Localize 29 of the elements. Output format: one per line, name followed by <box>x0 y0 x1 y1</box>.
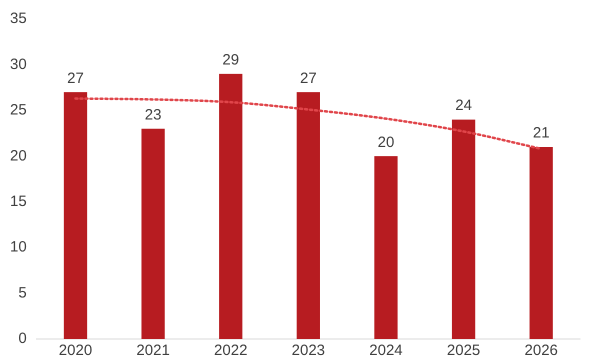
y-tick-label: 10 <box>10 238 27 256</box>
bar <box>452 120 476 339</box>
data-label: 20 <box>378 134 394 151</box>
x-tick-label: 2023 <box>292 342 326 360</box>
data-label: 24 <box>455 97 472 114</box>
bar <box>219 74 242 339</box>
data-label: 29 <box>222 52 240 68</box>
data-label: 27 <box>300 70 317 87</box>
y-tick-label: 0 <box>18 330 27 348</box>
data-label: 23 <box>144 106 162 124</box>
bar <box>141 128 165 339</box>
y-tick-label: 5 <box>18 284 27 302</box>
x-tick-label: 2026 <box>524 342 558 360</box>
x-tick-label: 2022 <box>214 342 248 360</box>
data-label: 27 <box>67 70 84 87</box>
y-tick-label: 15 <box>10 193 27 210</box>
y-tick-label: 20 <box>10 147 27 164</box>
x-tick-label: 2020 <box>58 342 92 360</box>
bar <box>530 147 553 339</box>
y-tick-label: 25 <box>10 102 27 119</box>
bar <box>64 92 88 339</box>
data-label: 21 <box>532 124 550 142</box>
bar <box>374 156 398 339</box>
bar <box>296 92 320 339</box>
x-tick-label: 2025 <box>446 342 480 360</box>
x-tick-label: 2024 <box>369 342 403 360</box>
x-tick-label: 2021 <box>136 342 170 360</box>
y-tick-label: 30 <box>10 56 27 73</box>
y-tick-label: 35 <box>10 10 27 28</box>
